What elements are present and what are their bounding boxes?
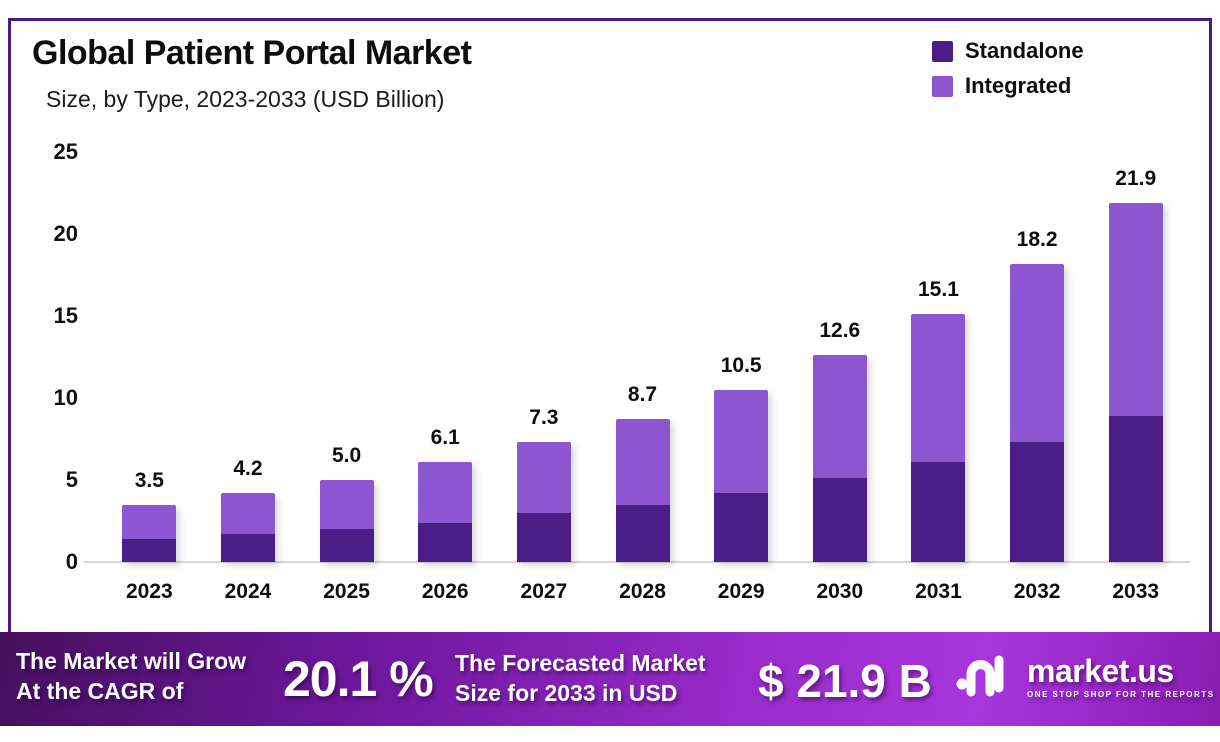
bar-column: 4.2 2024	[199, 150, 298, 603]
legend-item-integrated: Integrated	[932, 73, 1084, 99]
bar-value-label: 5.0	[331, 444, 362, 467]
stacked-bar	[516, 442, 571, 562]
y-axis-tick-label: 10	[53, 385, 78, 410]
x-axis-label: 2024	[224, 580, 272, 603]
bar-segment-integrated	[1010, 263, 1065, 443]
bar-column: 18.2 2032	[988, 150, 1087, 603]
stacked-bar	[418, 461, 473, 562]
bar-segment-integrated	[319, 480, 374, 530]
bar-value-label: 6.1	[430, 425, 460, 449]
legend-swatch-standalone-icon	[932, 40, 953, 62]
bar-value-label: 7.3	[529, 406, 559, 430]
x-axis-label: 2032	[1013, 580, 1061, 603]
bar-segment-standalone	[319, 529, 374, 562]
cagr-value: 20.1 %	[283, 651, 434, 707]
bar-value-label: 4.2	[233, 457, 263, 481]
legend-label-integrated: Integrated	[965, 73, 1072, 98]
bar-value-label: 12.6	[819, 319, 861, 343]
stacked-bar	[1108, 202, 1163, 562]
x-axis-label: 2026	[421, 580, 469, 603]
footer-banner: The Market will Grow At the CAGR of 20.1…	[0, 632, 1220, 726]
stacked-bar	[615, 419, 670, 562]
plot-area: 3.5 2023 4.2 2024 5.0 2025 6.1 2026 7.3 2027 8.7 20…	[100, 150, 1185, 603]
bar-column: 6.1 2026	[396, 150, 495, 603]
bar-segment-standalone	[911, 461, 966, 562]
bar-column: 7.3 2027	[495, 150, 594, 603]
bar-segment-integrated	[615, 419, 670, 505]
y-axis-tick-label: 25	[53, 139, 78, 164]
y-axis-tick-label: 0	[65, 549, 78, 574]
stacked-bar	[812, 355, 867, 562]
x-axis-label: 2033	[1112, 580, 1160, 603]
bar-segment-standalone	[812, 478, 867, 562]
bar-segment-integrated	[714, 389, 769, 494]
bar-column: 5.0 2025	[297, 150, 396, 603]
y-axis-tick-label: 5	[65, 467, 78, 492]
bar-segment-standalone	[418, 522, 473, 562]
bar-segment-integrated	[1108, 202, 1163, 417]
legend-label-standalone: Standalone	[965, 38, 1084, 63]
stacked-bar	[911, 314, 966, 562]
stacked-bar	[714, 389, 769, 562]
bar-segment-integrated	[911, 314, 966, 462]
forecast-label-line1: The Forecasted Market	[455, 650, 706, 676]
stacked-bar	[122, 504, 177, 562]
bar-column: 3.5 2023	[100, 150, 199, 603]
bar-segment-standalone	[714, 493, 769, 562]
x-axis-label: 2025	[323, 580, 370, 603]
bars-container: 3.5 2023 4.2 2024 5.0 2025 6.1 2026 7.3 2027 8.7 20…	[100, 150, 1185, 603]
brand-tagline: ONE STOP SHOP FOR THE REPORTS	[1027, 689, 1215, 699]
bar-column: 12.6 2030	[790, 150, 889, 603]
x-axis-label: 2030	[816, 580, 864, 603]
x-axis-label: 2027	[520, 580, 568, 603]
chart-legend: Standalone Integrated	[932, 38, 1084, 99]
bar-segment-integrated	[418, 461, 473, 523]
bar-column: 15.1 2031	[889, 150, 988, 603]
bar-segment-standalone	[1108, 416, 1163, 562]
bar-segment-integrated	[220, 493, 275, 535]
legend-swatch-integrated-icon	[932, 75, 953, 97]
stacked-bar	[319, 480, 374, 562]
bar-segment-standalone	[122, 539, 177, 562]
brand-name: market.us	[1027, 652, 1174, 689]
bar-value-label: 21.9	[1115, 166, 1157, 190]
bar-value-label: 8.7	[627, 383, 658, 407]
y-axis-tick-label: 15	[53, 303, 78, 328]
x-axis-label: 2028	[619, 580, 666, 603]
forecast-label: The Forecasted Market Size for 2033 in U…	[455, 648, 706, 708]
bar-segment-integrated	[122, 504, 177, 540]
cagr-label: The Market will Grow At the CAGR of	[16, 646, 246, 706]
market-us-logo: market.us ONE STOP SHOP FOR THE REPORTS	[955, 648, 1215, 704]
bar-segment-standalone	[516, 512, 571, 562]
y-axis-tick-label: 20	[53, 221, 78, 246]
bar-segment-integrated	[812, 355, 867, 479]
cagr-label-line1: The Market will Grow	[16, 648, 247, 674]
bar-value-label: 18.2	[1016, 227, 1058, 251]
x-axis-label: 2031	[915, 580, 962, 603]
x-axis-label: 2029	[717, 580, 765, 603]
forecast-value: $ 21.9 B	[758, 655, 932, 707]
bar-segment-standalone	[615, 504, 670, 562]
legend-item-standalone: Standalone	[932, 38, 1084, 64]
market-us-logo-icon	[956, 655, 1004, 697]
stacked-bar	[220, 493, 275, 562]
bar-value-label: 3.5	[134, 468, 164, 492]
bar-segment-standalone	[220, 534, 275, 562]
bar-column: 8.7 2028	[593, 150, 692, 603]
bar-value-label: 15.1	[918, 278, 959, 302]
forecast-label-line2: Size for 2033 in USD	[455, 680, 678, 706]
bar-column: 21.9 2033	[1086, 150, 1185, 603]
bar-segment-integrated	[516, 442, 571, 513]
x-axis-label: 2023	[125, 580, 173, 603]
chart-subtitle: Size, by Type, 2023-2033 (USD Billion)	[46, 86, 445, 112]
cagr-label-line2: At the CAGR of	[16, 678, 184, 704]
bar-column: 10.5 2029	[692, 150, 791, 603]
bar-segment-standalone	[1010, 442, 1065, 562]
stacked-bar	[1010, 263, 1065, 562]
x-axis-line	[84, 561, 1190, 563]
page-title: Global Patient Portal Market	[32, 34, 472, 72]
bar-value-label: 10.5	[720, 353, 762, 377]
